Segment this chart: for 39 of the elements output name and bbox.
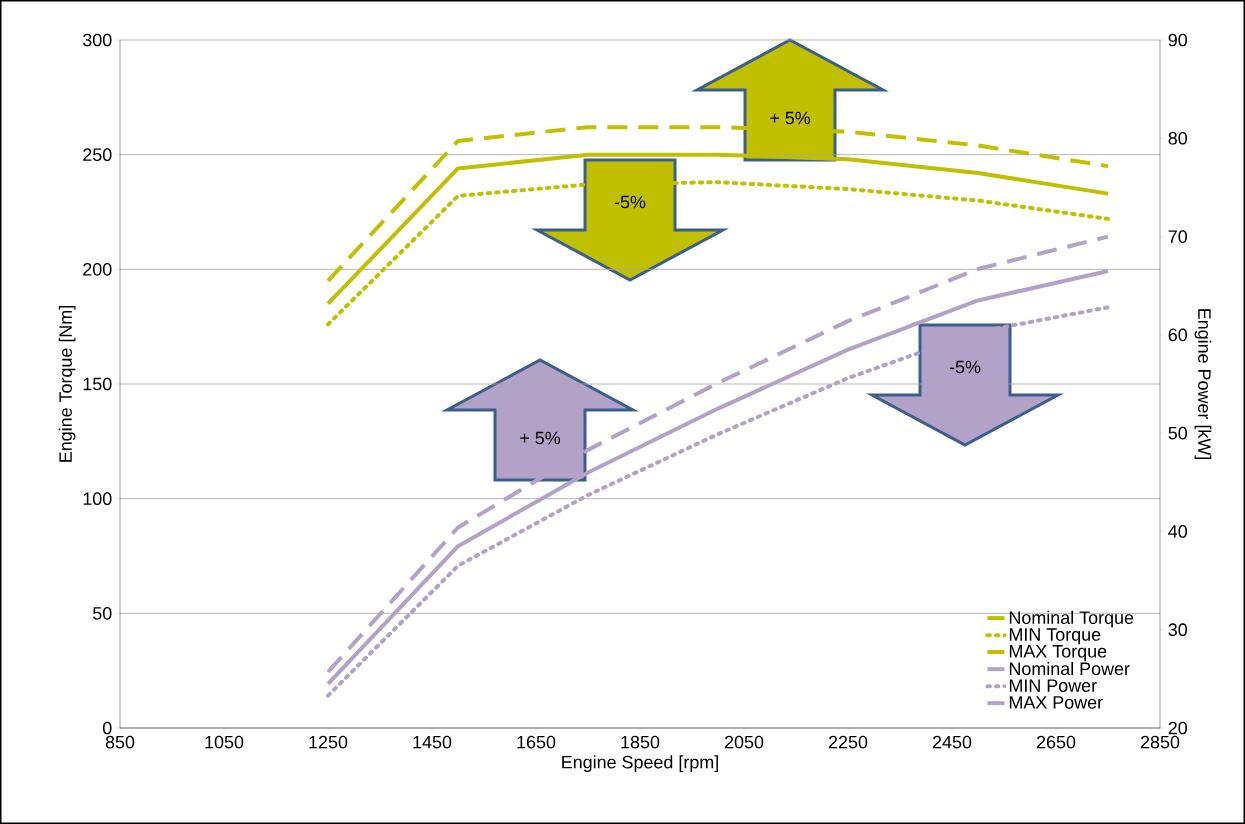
y-tick-label: 150 — [83, 377, 112, 391]
x-tick-label: 2650 — [1036, 735, 1076, 749]
y-tick-label: 100 — [83, 492, 112, 506]
y-tick-label: 50 — [93, 606, 112, 620]
y-tick-label: 300 — [83, 33, 112, 47]
y-tick-label: 200 — [83, 262, 112, 276]
x-tick-label: 850 — [105, 735, 135, 749]
y2-tick-label: 70 — [1168, 230, 1188, 243]
x-tick-label: 1650 — [517, 735, 556, 749]
legend-label: MIN Torque — [1009, 628, 1101, 645]
x-tick-label: 2850 — [1140, 735, 1180, 749]
x-tick-label: 1450 — [413, 735, 452, 749]
x-tick-label: 2050 — [724, 735, 764, 749]
y2-tick-label: 30 — [1168, 623, 1188, 637]
y2-tick-label: 90 — [1168, 33, 1188, 47]
y2-tick-label: 40 — [1168, 525, 1188, 538]
legend-label: MAX Power — [1009, 696, 1103, 709]
y-tick-label: 0 — [102, 721, 112, 735]
legend-label: Nominal Torque — [1009, 610, 1134, 628]
annotation: + 5% — [770, 111, 811, 125]
y-axis-title: Engine Torque [Nm] — [58, 306, 76, 462]
annotation: -5% — [614, 195, 646, 209]
legend-label: MAX Torque — [1009, 645, 1107, 662]
y2-tick-label: 20 — [1168, 721, 1188, 735]
x-tick-label: 1850 — [621, 735, 660, 749]
x-tick-label: 2250 — [828, 735, 868, 749]
legend-label: Nominal Power — [1009, 661, 1130, 676]
x-tick-label: 1050 — [205, 735, 244, 749]
x-axis-title: Engine Speed [rpm] — [562, 755, 718, 773]
legend-label: MIN Power — [1009, 679, 1097, 692]
annotation: -5% — [949, 360, 981, 374]
y2-tick-label: 50 — [1168, 426, 1188, 440]
x-tick-label: 1250 — [309, 735, 348, 749]
y-tick-label: 250 — [83, 148, 112, 162]
y2-tick-label: 80 — [1168, 131, 1188, 145]
y2-axis-title: Engine Power [kW] — [1194, 309, 1212, 459]
y2-tick-label: 60 — [1168, 328, 1188, 342]
x-tick-label: 2450 — [932, 735, 972, 749]
annotation: + 5% — [520, 431, 561, 445]
